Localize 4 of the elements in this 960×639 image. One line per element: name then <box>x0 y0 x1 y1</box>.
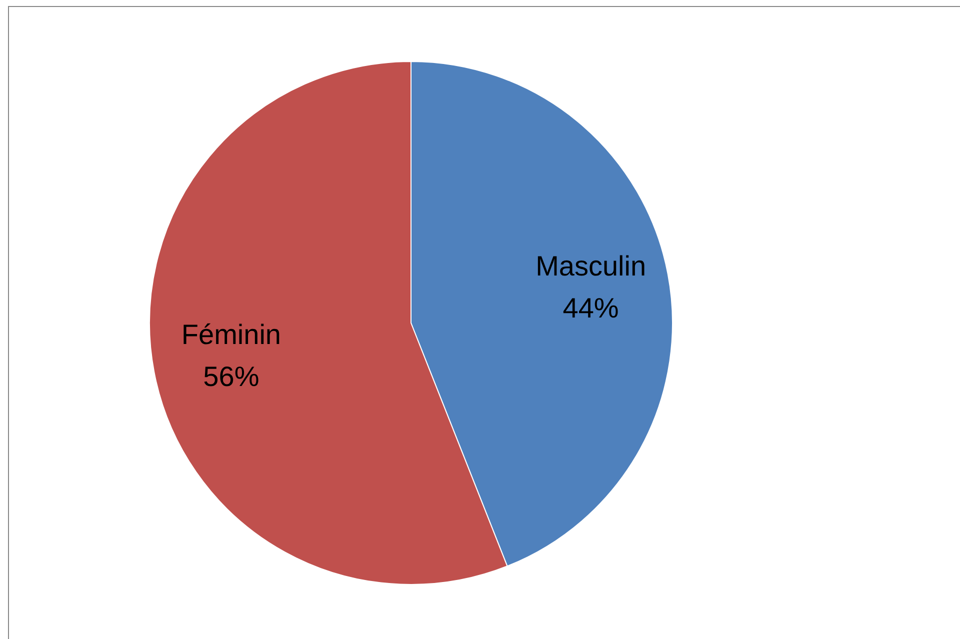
slice-label: Féminin <box>181 319 281 350</box>
data-label: 44% <box>562 292 619 324</box>
data-label: 56% <box>203 361 260 392</box>
slice-label: Masculin <box>536 250 646 282</box>
